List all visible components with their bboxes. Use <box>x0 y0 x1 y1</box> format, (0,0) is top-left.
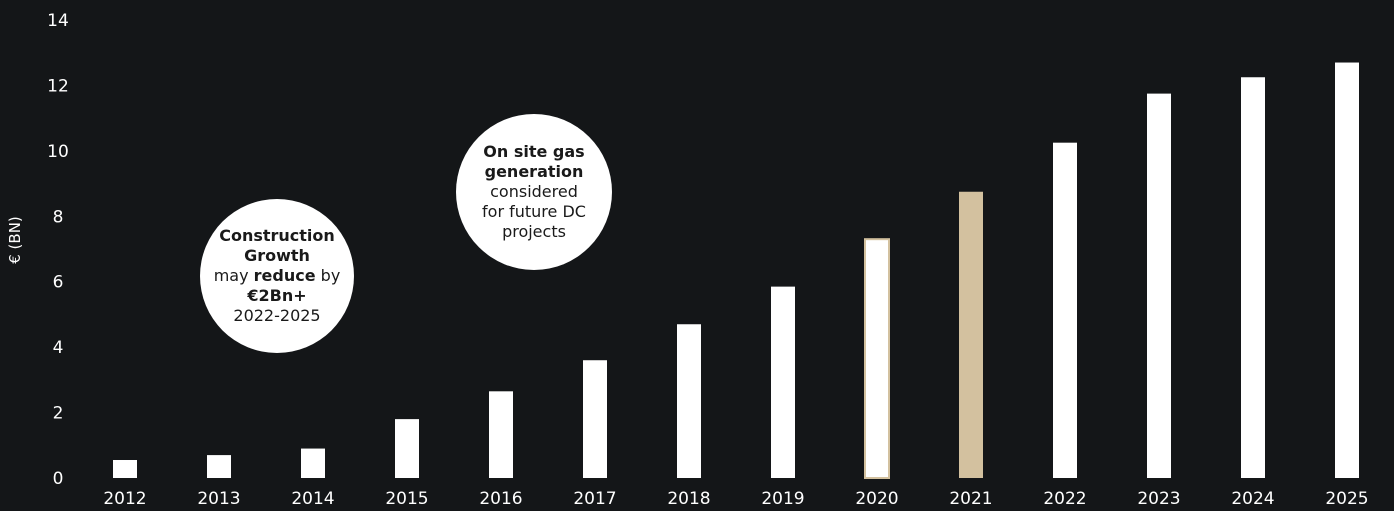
bars-group <box>113 62 1359 479</box>
x-tick-label: 2021 <box>949 489 992 509</box>
y-tick-label: 8 <box>53 207 64 227</box>
annotation-construction-growth: Construction Growth may reduce by €2Bn+ 2022… <box>200 199 354 353</box>
bar-2019 <box>771 286 795 478</box>
y-tick-label: 4 <box>53 338 64 358</box>
annotation-line: for future DC <box>482 202 586 221</box>
x-tick-label: 2013 <box>197 489 240 509</box>
x-tick-label: 2014 <box>291 489 334 509</box>
bar-2017 <box>583 360 607 478</box>
x-axis-ticks: 2012 2013 2014 2015 2016 2017 2018 2019 2020 2021… <box>103 489 1368 509</box>
x-tick-label: 2022 <box>1043 489 1086 509</box>
y-axis-label: € (BN) <box>6 216 24 264</box>
y-axis-ticks: 0 2 4 6 8 10 12 14 <box>47 11 69 489</box>
annotation-line: generation <box>484 162 584 181</box>
bar-2023 <box>1147 93 1171 478</box>
x-tick-label: 2015 <box>385 489 428 509</box>
bar-2012 <box>113 460 137 478</box>
x-tick-label: 2012 <box>103 489 146 509</box>
annotation-line: 2022-2025 <box>233 306 321 325</box>
y-tick-label: 12 <box>47 76 69 96</box>
annotation-line: considered <box>490 182 578 201</box>
x-tick-label: 2019 <box>761 489 804 509</box>
bar-2024 <box>1241 77 1265 478</box>
bar-2020 <box>864 238 890 479</box>
x-tick-label: 2017 <box>573 489 616 509</box>
y-tick-label: 0 <box>53 469 64 489</box>
x-tick-label: 2024 <box>1231 489 1274 509</box>
x-tick-label: 2018 <box>667 489 710 509</box>
annotation-line: projects <box>502 222 566 241</box>
x-tick-label: 2016 <box>479 489 522 509</box>
bar-2021 <box>959 191 983 478</box>
annotation-line: Construction <box>219 226 335 245</box>
bar-2015 <box>395 419 419 478</box>
bar-2014 <box>301 448 325 478</box>
annotation-line: may reduce by <box>213 266 341 285</box>
bar-2025 <box>1335 62 1359 479</box>
bar-2022 <box>1053 142 1077 478</box>
annotation-line: On site gas <box>483 142 585 161</box>
bar-2016 <box>489 391 513 478</box>
x-tick-label: 2020 <box>855 489 898 509</box>
bar-2018 <box>677 324 701 478</box>
annotation-line: €2Bn+ <box>247 286 307 305</box>
annotation-on-site-gas-generation: On site gas generation considered for futur… <box>456 114 612 270</box>
y-tick-label: 10 <box>47 142 69 162</box>
bar-2013 <box>207 455 231 478</box>
y-tick-label: 6 <box>53 273 64 293</box>
annotation-line: Growth <box>244 246 310 265</box>
y-tick-label: 2 <box>53 404 64 424</box>
y-tick-label: 14 <box>47 11 69 31</box>
x-tick-label: 2025 <box>1325 489 1368 509</box>
x-tick-label: 2023 <box>1137 489 1180 509</box>
